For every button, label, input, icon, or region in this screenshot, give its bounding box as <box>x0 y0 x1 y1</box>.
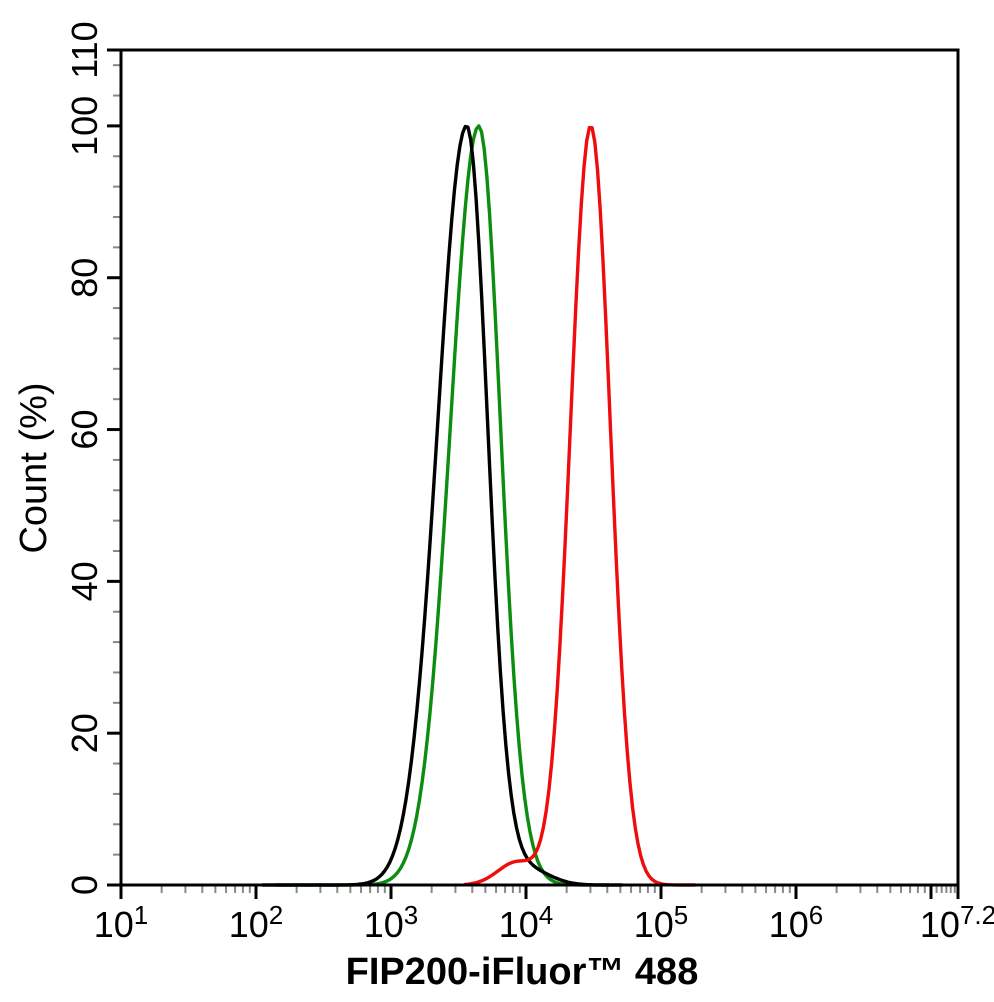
plot-frame <box>119 48 960 887</box>
y-tick-label: 100 <box>64 96 105 156</box>
y-axis: 0 20 40 60 80 100 110 <box>64 21 121 895</box>
y-tick-label: 60 <box>64 410 105 450</box>
x-tick-label: 104 <box>499 900 554 945</box>
y-axis-title: Count (%) <box>13 382 55 553</box>
y-tick-label: 0 <box>64 875 105 895</box>
y-tick-label: 80 <box>64 258 105 298</box>
y-tick-label: 40 <box>64 561 105 601</box>
x-axis-title: FIP200-iFluor™ 488 <box>346 951 699 993</box>
x-axis: 101 102 103 104 105 106 107.2 <box>94 885 994 945</box>
x-tick-label: 107.2 <box>920 900 994 945</box>
x-tick-label: 106 <box>769 900 824 945</box>
y-tick-label: 110 <box>64 21 105 78</box>
x-tick-label: 105 <box>634 900 689 945</box>
y-tick-label: 20 <box>64 713 105 753</box>
x-tick-label: 103 <box>364 900 419 945</box>
x-tick-label: 101 <box>94 900 149 945</box>
red-curve <box>463 125 697 887</box>
x-tick-label: 102 <box>229 900 284 945</box>
